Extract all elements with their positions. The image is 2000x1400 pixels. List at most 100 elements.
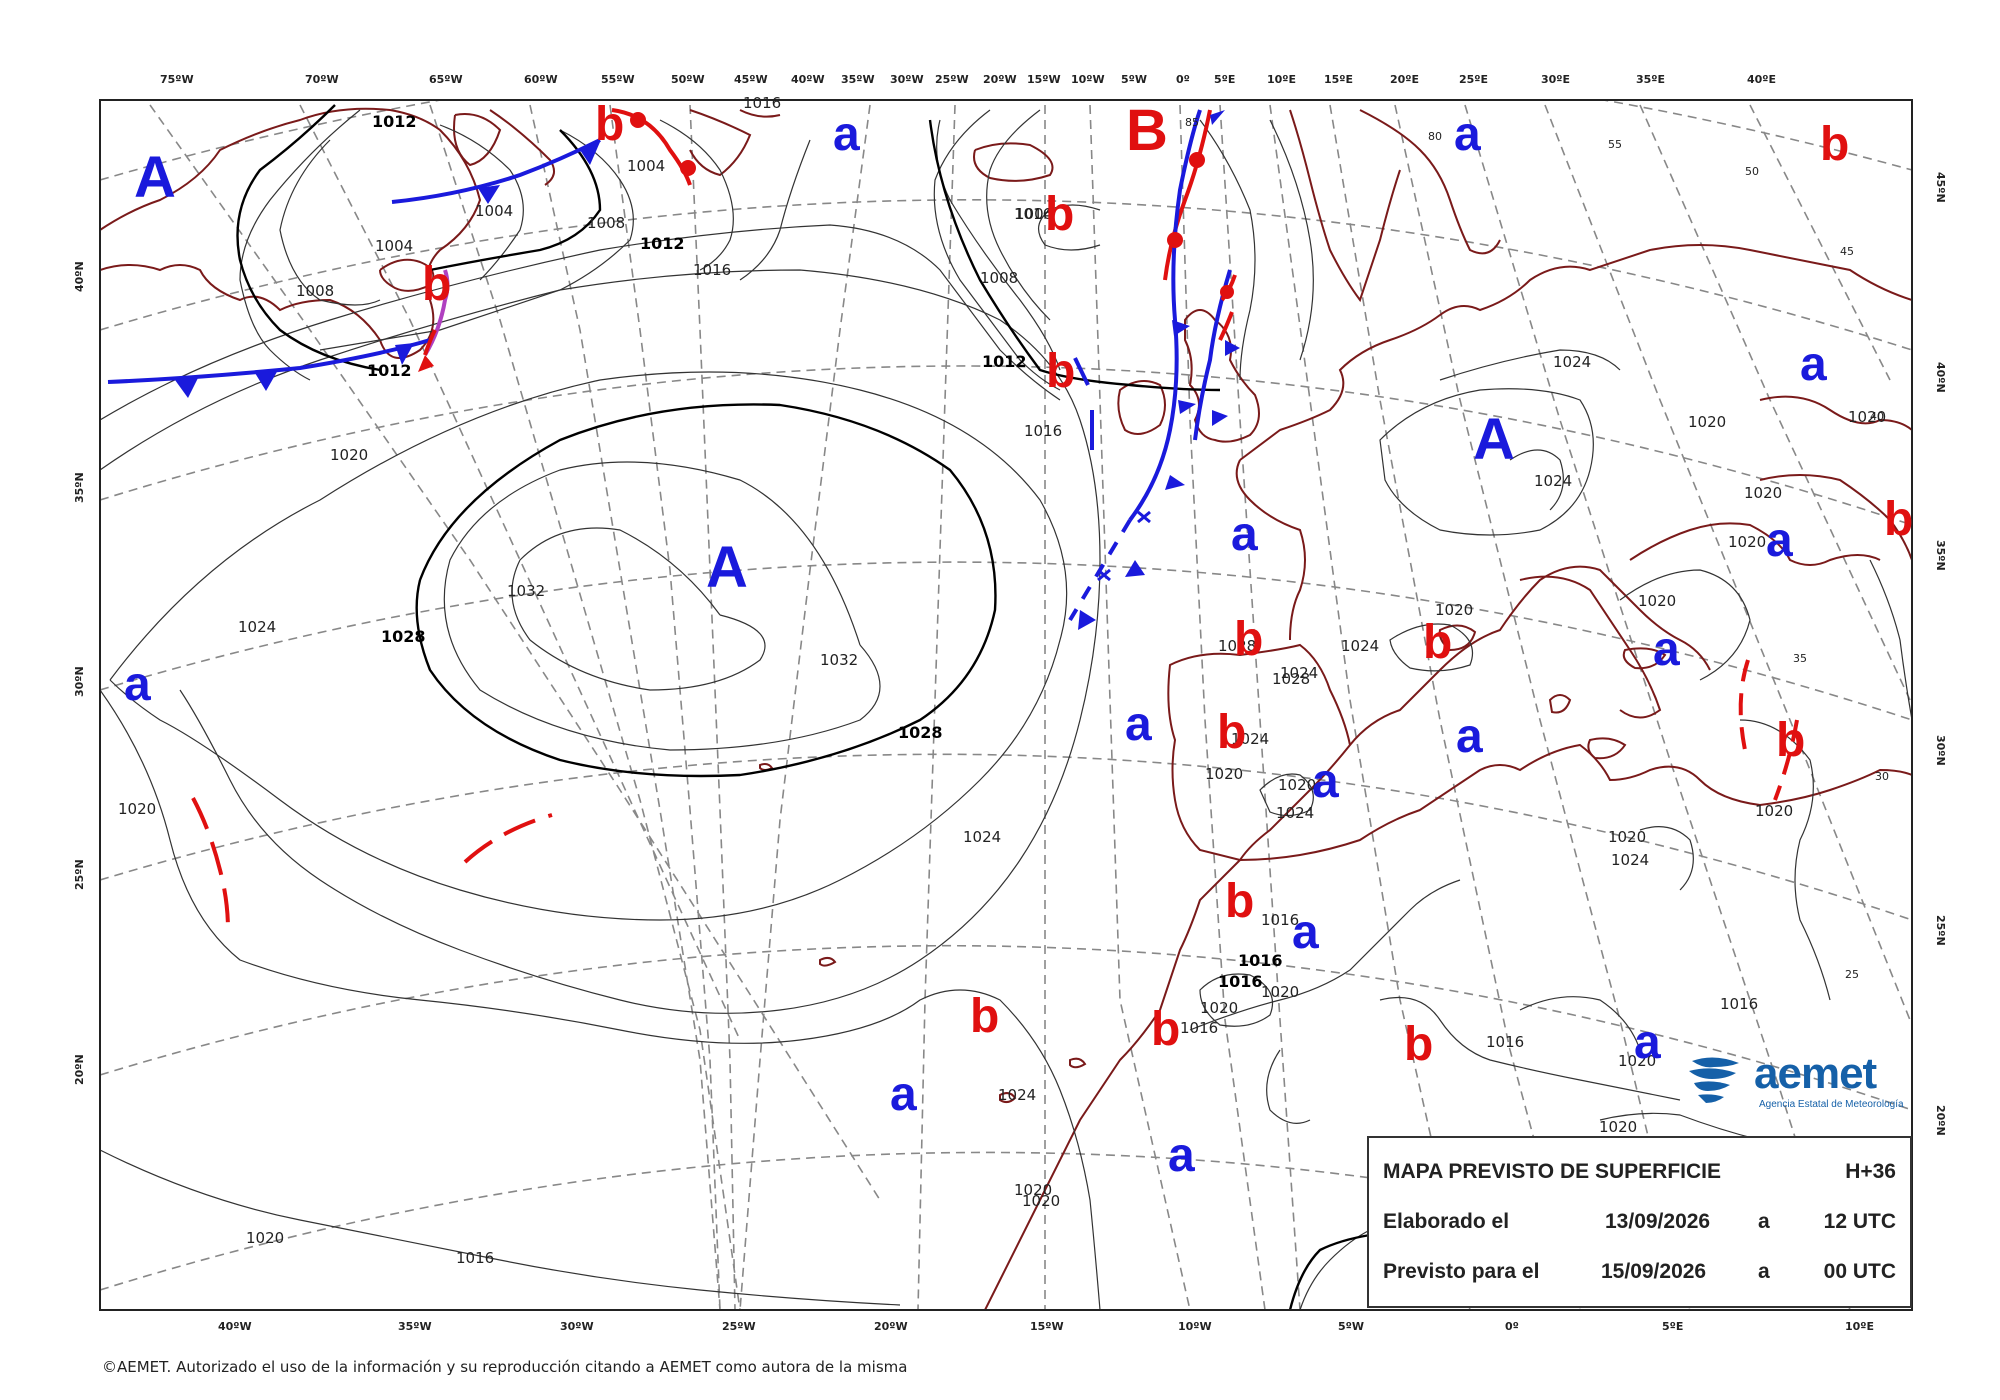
trough-red xyxy=(191,797,230,931)
trough-red xyxy=(1738,659,1750,751)
lon-tick: 45ºW xyxy=(734,73,768,86)
isobar-label: 1012 xyxy=(640,234,685,253)
isobar-label: 1016 xyxy=(1180,1019,1218,1037)
relative-low: b xyxy=(1225,875,1254,928)
isobar-label: 1004 xyxy=(627,157,665,175)
trough-red xyxy=(463,813,553,864)
lat-tick: 30ºN xyxy=(1934,735,1947,766)
right-latitude-axis: 45ºN 40ºN 35ºN 30ºN 25ºN 20ºN xyxy=(1934,172,1947,1136)
map-frame xyxy=(99,99,1913,1311)
graticule-parallels xyxy=(100,100,1912,1301)
copyright-notice: ©AEMET. Autorizado el uso de la informac… xyxy=(102,1358,908,1376)
front-crosses xyxy=(1097,510,1151,582)
grid-label: 50 xyxy=(1745,165,1759,178)
lon-tick: 5ºE xyxy=(1662,1320,1683,1333)
isobar-label: 1024 xyxy=(1276,804,1314,822)
isobar-label: 1032 xyxy=(820,651,858,669)
cold-front xyxy=(1128,109,1202,522)
issued-label: Elaborado el xyxy=(1383,1210,1510,1233)
isobar-label: 1024 xyxy=(1553,353,1591,371)
isobar-label: 1024 xyxy=(1280,664,1318,682)
isobar-label: 1024 xyxy=(1611,851,1649,869)
isobar-label: 1020 xyxy=(1014,1181,1052,1199)
lon-tick: 10ºW xyxy=(1071,73,1105,86)
issued-date: 13/09/2026 xyxy=(1605,1210,1711,1233)
grid-numbers: 55 50 45 40 35 30 25 85 80 xyxy=(1185,116,1889,981)
relative-high: a xyxy=(1800,338,1827,391)
relative-low: b xyxy=(1046,345,1075,398)
isobar-label: 1016 xyxy=(1014,205,1052,223)
relative-low: b xyxy=(1404,1018,1433,1071)
isobar-label: 1020 xyxy=(1728,533,1766,551)
isobar-label: 1020 xyxy=(1848,408,1886,426)
lon-tick: 40ºW xyxy=(218,1320,252,1333)
lon-tick: 30ºW xyxy=(890,73,924,86)
warm-front xyxy=(1163,109,1212,281)
lon-tick: 15ºE xyxy=(1324,73,1353,86)
pressure-centers: A A A B a a a a a a a a a a a a a a b b … xyxy=(124,98,1913,1182)
relative-high: a xyxy=(1634,1016,1661,1069)
forecast-step: H+36 xyxy=(1845,1160,1896,1183)
isobar-label: 1012 xyxy=(372,112,417,131)
lon-tick: 20ºE xyxy=(1390,73,1419,86)
isobar-label: 1020 xyxy=(1261,983,1299,1001)
isobar-label: 1008 xyxy=(980,269,1018,287)
lat-tick: 35ºN xyxy=(1934,540,1947,571)
lon-tick: 10ºE xyxy=(1267,73,1296,86)
isobar-labels: 1012 1004 1004 1008 1012 1016 1008 1012 … xyxy=(118,94,1886,1267)
lat-tick: 40ºN xyxy=(73,261,86,292)
lon-tick: 25ºW xyxy=(935,73,969,86)
isobar-label: 1016 xyxy=(1720,995,1758,1013)
isobar-label: 1024 xyxy=(963,828,1001,846)
isobar-label: 1020 xyxy=(1688,413,1726,431)
low-center: B xyxy=(1126,98,1168,163)
isobar-label: 1016 xyxy=(693,261,731,279)
isobar-label: 1020 xyxy=(330,446,368,464)
relative-high: a xyxy=(833,108,860,161)
isobar-label: 1024 xyxy=(1534,472,1572,490)
isobar-label: 1024 xyxy=(238,618,276,636)
valid-sep: a xyxy=(1758,1260,1770,1283)
lon-tick: 35ºE xyxy=(1636,73,1665,86)
isobar-label: 1020 xyxy=(1608,828,1646,846)
lon-tick: 60ºW xyxy=(524,73,558,86)
relative-low: b xyxy=(1217,706,1246,759)
relative-high: a xyxy=(1653,623,1680,676)
isobar-label: 1028 xyxy=(1272,670,1310,688)
grid-label: 35 xyxy=(1793,652,1807,665)
valid-label: Previsto para el xyxy=(1383,1260,1540,1283)
isobar-label: 1020 xyxy=(1599,1118,1637,1136)
front-symbols xyxy=(175,110,1240,630)
left-latitude-axis: 40ºN 35ºN 30ºN 25ºN 20ºN xyxy=(73,261,86,1085)
relative-high: a xyxy=(1454,108,1481,161)
relative-low: b xyxy=(595,98,624,151)
isobar-label: 1004 xyxy=(375,237,413,255)
issued-time: 12 UTC xyxy=(1823,1210,1896,1233)
lon-tick: 5ºW xyxy=(1338,1320,1364,1333)
lon-tick: 20ºW xyxy=(983,73,1017,86)
isobar-label: 1020 xyxy=(1022,1192,1060,1210)
map-title: MAPA PREVISTO DE SUPERFICIE xyxy=(1383,1160,1721,1183)
occluded-front xyxy=(423,269,450,357)
isobar-label: 1008 xyxy=(587,214,625,232)
relative-high: a xyxy=(1292,906,1319,959)
relative-low: b xyxy=(422,258,451,311)
issued-sep: a xyxy=(1758,1210,1770,1233)
isobar-label: 1024 xyxy=(1341,637,1379,655)
isobar-label: 1020 xyxy=(1200,999,1238,1017)
cold-front xyxy=(107,338,431,384)
lat-tick: 20ºN xyxy=(73,1054,86,1085)
isobar-label: 1020 xyxy=(118,800,156,818)
lon-tick: 40ºW xyxy=(791,73,825,86)
grid-label: 30 xyxy=(1875,770,1889,783)
lon-tick: 55ºW xyxy=(601,73,635,86)
relative-high: a xyxy=(124,658,151,711)
lon-tick: 15ºW xyxy=(1027,73,1061,86)
isobar-label: 1012 xyxy=(982,352,1027,371)
high-center: A xyxy=(1473,407,1515,472)
lat-tick: 30ºN xyxy=(73,666,86,697)
lat-tick: 45ºN xyxy=(1934,172,1947,203)
isobar-label: 1032 xyxy=(507,582,545,600)
isobar-label: 1020 xyxy=(1435,601,1473,619)
